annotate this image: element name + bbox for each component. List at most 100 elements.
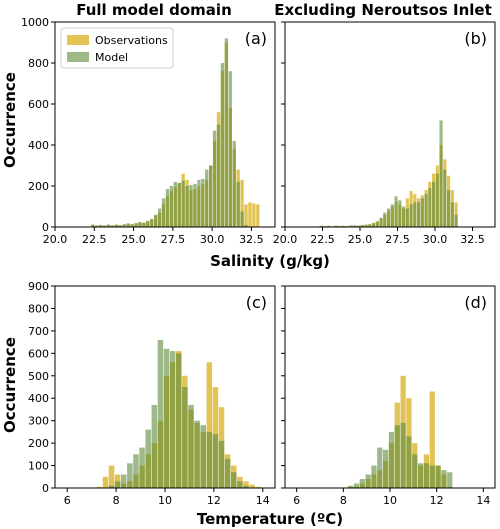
bar-model — [398, 200, 402, 227]
bar-model — [209, 165, 213, 227]
bar-model — [405, 208, 409, 227]
bar-model — [371, 465, 377, 488]
bar-model — [357, 225, 361, 227]
bar-model — [388, 431, 395, 488]
bar-model — [163, 348, 170, 488]
bar-observations — [429, 391, 435, 488]
bar-model — [224, 458, 231, 488]
bar-model — [197, 179, 201, 227]
bar-model — [201, 178, 205, 227]
y-tick-label: 800 — [28, 302, 49, 315]
legend-label-observations: Observations — [95, 34, 168, 47]
bar-model — [165, 189, 170, 227]
bar-model — [91, 224, 95, 227]
bar-model — [118, 224, 122, 227]
bar-model — [99, 224, 103, 227]
bar-model — [383, 449, 389, 488]
bar-model — [127, 463, 133, 488]
x-tick-label: 27.5 — [161, 233, 186, 246]
panel-a: (a) 20.0 22.5 25.0 27.5 30.0 32.5 0 200 400 600 800… — [21, 16, 276, 246]
bar-model — [349, 225, 353, 227]
bar-model — [121, 474, 127, 488]
bar-model — [216, 124, 221, 227]
bar-model — [443, 169, 447, 227]
bar-model — [157, 208, 162, 227]
bar-model — [447, 472, 453, 488]
y-tick-label: 300 — [28, 415, 49, 428]
bar-model — [177, 182, 181, 227]
bar-model — [102, 225, 107, 227]
panel-d: (d) 6 8 10 12 14 — [281, 285, 496, 507]
bar-model — [220, 63, 225, 227]
bar-model — [218, 440, 225, 488]
x-tick-label: 32.5 — [460, 233, 485, 246]
bar-model — [424, 194, 428, 227]
bar-model — [435, 465, 441, 488]
col-title-left: Full model domain — [76, 1, 232, 19]
bar-observations — [252, 203, 256, 227]
x-tick-label: 10 — [158, 494, 172, 507]
y-tick-label: 200 — [28, 180, 49, 193]
bar-model — [450, 202, 454, 227]
bar-model — [365, 474, 371, 488]
bar-model — [334, 225, 338, 227]
bar-model — [428, 188, 432, 227]
bar-observations — [243, 481, 249, 488]
bar-model — [138, 222, 142, 227]
xlabel-temperature: Temperature (ºC) — [197, 510, 343, 528]
bar-model — [185, 186, 189, 227]
bar-model — [142, 222, 146, 227]
bar-model — [441, 470, 447, 488]
bar-model — [379, 217, 383, 227]
bar-model — [348, 485, 354, 488]
x-tick-label: 8 — [113, 494, 120, 507]
bar-model — [345, 225, 349, 227]
bar-model — [418, 463, 424, 488]
bar-observations — [256, 204, 260, 227]
bar-observations — [240, 179, 244, 227]
bar-model — [188, 404, 194, 488]
x-tick-label: 27.5 — [385, 233, 410, 246]
col-title-right: Excluding Neroutsos Inlet — [274, 1, 492, 19]
ylabel-bottom: Occurrence — [1, 337, 19, 433]
bar-model — [224, 38, 229, 228]
x-tick-label: 25.0 — [348, 233, 373, 246]
bar-model — [394, 425, 400, 488]
x-tick-label: 14 — [476, 494, 490, 507]
bar-model — [130, 224, 134, 227]
bar-model — [231, 472, 237, 488]
y-tick-label: 900 — [28, 280, 49, 293]
y-tick-label: 800 — [28, 57, 49, 70]
bar-observations — [206, 362, 213, 488]
bar-observations — [108, 465, 115, 488]
y-tick-label: 600 — [28, 347, 49, 360]
panel-label: (c) — [246, 293, 267, 312]
bar-model — [383, 212, 387, 227]
bar-model — [145, 429, 151, 488]
x-tick-label: 14 — [256, 494, 270, 507]
bar-model — [182, 387, 188, 488]
bar-model — [377, 447, 383, 488]
bar-model — [95, 225, 99, 227]
bar-model — [338, 225, 342, 227]
bar-model — [447, 190, 451, 227]
y-tick-label: 0 — [42, 221, 49, 234]
x-tick-label: 25.0 — [121, 233, 146, 246]
legend-swatch-model — [67, 52, 89, 62]
bar-model — [193, 183, 197, 227]
bar-model — [390, 204, 394, 227]
bar-model — [173, 181, 177, 227]
y-tick-label: 1000 — [21, 16, 49, 29]
axes-frame — [284, 21, 496, 228]
panel-c: (c) 6 8 10 12 14 0 100 200 300 400 500 600 700 800 900 — [28, 280, 276, 507]
bar-model — [244, 224, 248, 227]
bar-model — [402, 206, 406, 227]
x-tick-label: 6 — [64, 494, 71, 507]
bar-model — [108, 485, 115, 488]
x-tick-label: 30.0 — [423, 233, 448, 246]
bar-model — [110, 225, 115, 227]
bar-model — [236, 181, 240, 227]
y-tick-label: 400 — [28, 392, 49, 405]
bar-model — [423, 463, 430, 488]
